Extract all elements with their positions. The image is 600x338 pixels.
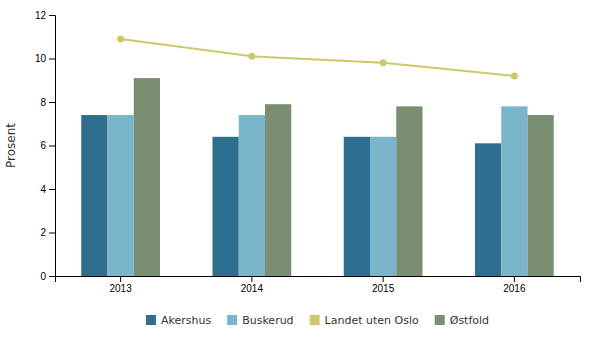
bar <box>501 106 527 276</box>
y-axis: 0 2 4 6 8 10 12 <box>35 10 56 282</box>
y-tick-mark <box>49 189 55 190</box>
y-tick-label: 2 <box>40 227 46 238</box>
legend-item: Østfold <box>435 314 489 327</box>
chart: 0 2 4 6 8 10 12 2013 2014 2015 2016 Prosent Akershus… <box>0 0 600 338</box>
y-axis-line <box>49 16 56 277</box>
legend-swatch <box>435 315 445 325</box>
x-tick-mark <box>251 276 252 282</box>
y-tick-mark <box>49 276 55 277</box>
y-tick-mark <box>49 15 55 16</box>
x-tick-label: 2013 <box>110 283 133 294</box>
bar <box>134 78 160 276</box>
legend-item: Akershus <box>146 314 211 327</box>
line-marker <box>380 59 387 66</box>
x-tick: 2013 <box>110 276 133 294</box>
bar <box>265 104 291 276</box>
y-tick: 10 <box>35 53 55 64</box>
legend-item: Landet uten Oslo <box>310 314 419 327</box>
plot: 0 2 4 6 8 10 12 2013 2014 2015 2016 Prosent <box>4 10 581 294</box>
bar-series <box>134 78 554 276</box>
x-tick-label: 2014 <box>241 283 264 294</box>
bar <box>213 137 239 276</box>
y-tick: 12 <box>35 10 55 21</box>
x-tick: 2016 <box>503 276 526 294</box>
x-tick-mark <box>120 276 121 282</box>
x-tick: 2014 <box>241 276 264 294</box>
y-tick: 6 <box>40 140 55 151</box>
bar <box>239 115 265 276</box>
y-tick-mark <box>49 146 55 147</box>
line <box>121 39 515 76</box>
y-tick-mark <box>49 233 55 234</box>
y-tick: 0 <box>40 271 55 282</box>
legend-label: Landet uten Oslo <box>325 314 419 327</box>
bar-series <box>108 106 528 276</box>
y-tick: 8 <box>40 97 55 108</box>
legend-swatch <box>310 315 320 325</box>
x-tick-label: 2015 <box>372 283 395 294</box>
bar <box>108 115 134 276</box>
bar <box>370 137 396 276</box>
y-tick: 2 <box>40 227 55 238</box>
legend-label: Akershus <box>161 314 211 327</box>
line-marker <box>117 35 124 42</box>
y-tick-label: 8 <box>40 97 46 108</box>
legend-label: Buskerud <box>242 314 293 327</box>
bar <box>528 115 554 276</box>
y-tick-label: 6 <box>40 140 46 151</box>
y-tick-mark <box>49 59 55 60</box>
x-tick-mark <box>383 276 384 282</box>
x-tick: 2015 <box>372 276 395 294</box>
line-marker <box>511 72 518 79</box>
x-axis: 2013 2014 2015 2016 <box>56 276 581 294</box>
legend: Akershus Buskerud Landet uten Oslo Østfold <box>146 314 489 327</box>
bar <box>344 137 370 276</box>
y-tick-label: 4 <box>40 184 46 195</box>
legend-swatch <box>227 315 237 325</box>
legend-swatch <box>146 315 156 325</box>
marks <box>81 35 554 276</box>
bar <box>81 115 107 276</box>
x-tick-mark <box>514 276 515 282</box>
y-axis-title: Prosent <box>4 123 18 168</box>
y-tick-label: 12 <box>35 10 47 21</box>
line-marker <box>248 53 255 60</box>
y-tick-label: 0 <box>40 271 46 282</box>
legend-label: Østfold <box>450 314 489 327</box>
y-tick: 4 <box>40 184 55 195</box>
y-tick-label: 10 <box>35 53 47 64</box>
bar <box>396 106 422 276</box>
y-tick-mark <box>49 102 55 103</box>
x-axis-line <box>56 277 581 283</box>
bar <box>475 143 501 276</box>
x-tick-label: 2016 <box>503 283 526 294</box>
legend-item: Buskerud <box>227 314 293 327</box>
